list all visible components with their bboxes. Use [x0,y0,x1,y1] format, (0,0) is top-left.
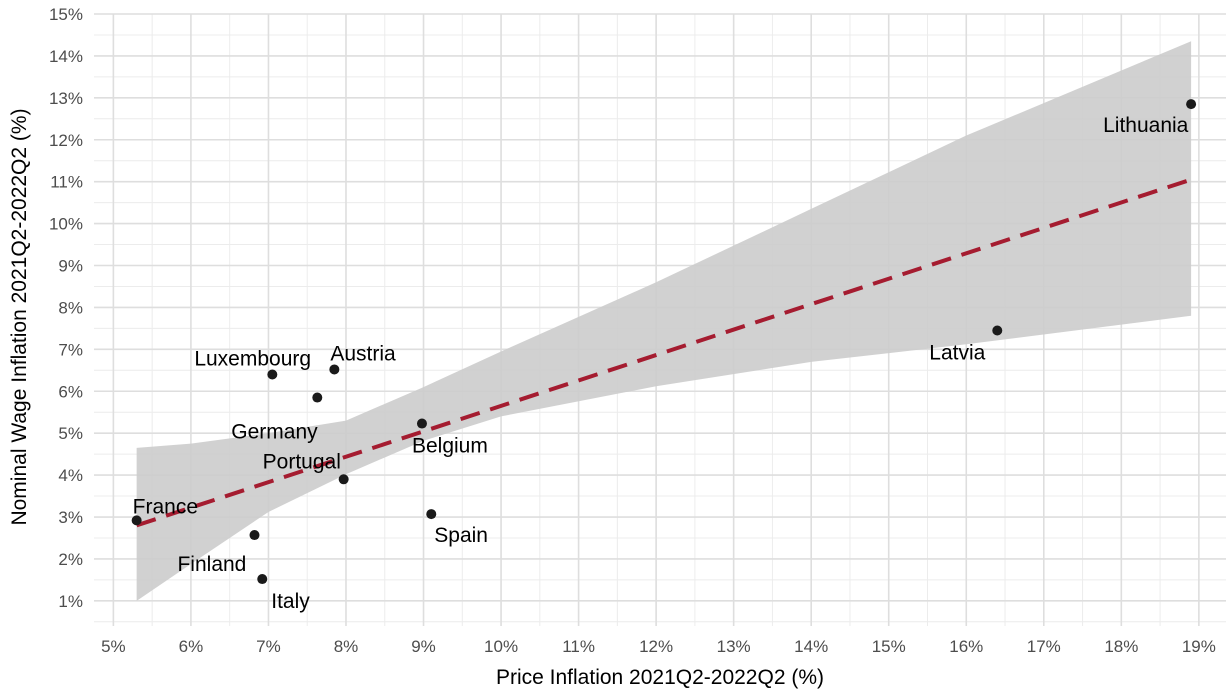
x-tick-label: 19% [1182,637,1216,656]
y-tick-label: 6% [58,382,83,401]
data-point [249,530,260,541]
x-tick-label: 13% [717,637,751,656]
point-label: Germany [231,421,318,444]
y-tick-label: 8% [58,298,83,317]
y-tick-label: 15% [49,5,83,24]
point-label: Latvia [929,341,985,364]
y-tick-label: 12% [49,131,83,150]
data-point [257,574,268,585]
y-tick-label: 3% [58,508,83,527]
x-axis-ticks: 5% 6% 7% 8% 9% 10% 11% 12% 13% 14% 15% 16% 17% 18% 19% [101,637,1216,656]
x-tick-label: 8% [334,637,359,656]
point-label: France [133,495,198,518]
y-tick-label: 14% [49,47,83,66]
data-point [338,474,349,485]
x-tick-label: 12% [639,637,673,656]
point-label: Lithuania [1103,114,1189,137]
y-axis-ticks: 1% 2% 3% 4% 5% 6% 7% 8% 9% 10% 11% 12% 13% 14% 15% [49,5,83,611]
data-point [312,392,323,403]
x-tick-label: 5% [101,637,126,656]
x-axis-title: Price Inflation 2021Q2-2022Q2 (%) [496,666,824,689]
data-point [416,418,427,429]
confidence-band-layer [136,41,1192,601]
data-point [992,325,1003,336]
x-tick-label: 9% [411,637,436,656]
y-tick-label: 10% [49,215,83,234]
y-axis-title: Nominal Wage Inflation 2021Q2-2022Q2 (%) [8,108,31,525]
y-tick-label: 7% [58,340,83,359]
y-tick-label: 1% [58,592,83,611]
point-label: Italy [271,590,310,613]
point-label: Luxembourg [194,347,311,370]
x-tick-label: 15% [872,637,906,656]
x-tick-label: 11% [562,637,595,656]
point-labels-layer: France Finland Italy Luxembourg Germany Austr… [133,114,1189,613]
points-layer [131,99,1197,585]
x-tick-label: 6% [179,637,204,656]
y-tick-label: 4% [58,466,83,485]
x-tick-label: 18% [1104,637,1138,656]
data-point [131,515,142,526]
point-label: Austria [330,342,396,365]
data-point [426,509,437,520]
point-label: Portugal [263,450,341,473]
data-point [267,369,278,380]
x-tick-label: 17% [1027,637,1061,656]
data-point [329,364,340,375]
point-label: Belgium [412,435,488,458]
y-tick-label: 11% [50,173,83,192]
y-tick-label: 9% [58,257,83,276]
point-label: Spain [434,524,488,547]
point-label: Finland [177,553,246,576]
y-tick-label: 13% [49,89,83,108]
y-tick-label: 2% [58,550,83,569]
y-tick-label: 5% [58,424,83,443]
x-tick-label: 16% [949,637,983,656]
confidence-band [136,41,1192,601]
x-tick-label: 7% [256,637,281,656]
data-point [1186,99,1197,110]
x-tick-label: 14% [794,637,828,656]
x-tick-label: 10% [484,637,518,656]
